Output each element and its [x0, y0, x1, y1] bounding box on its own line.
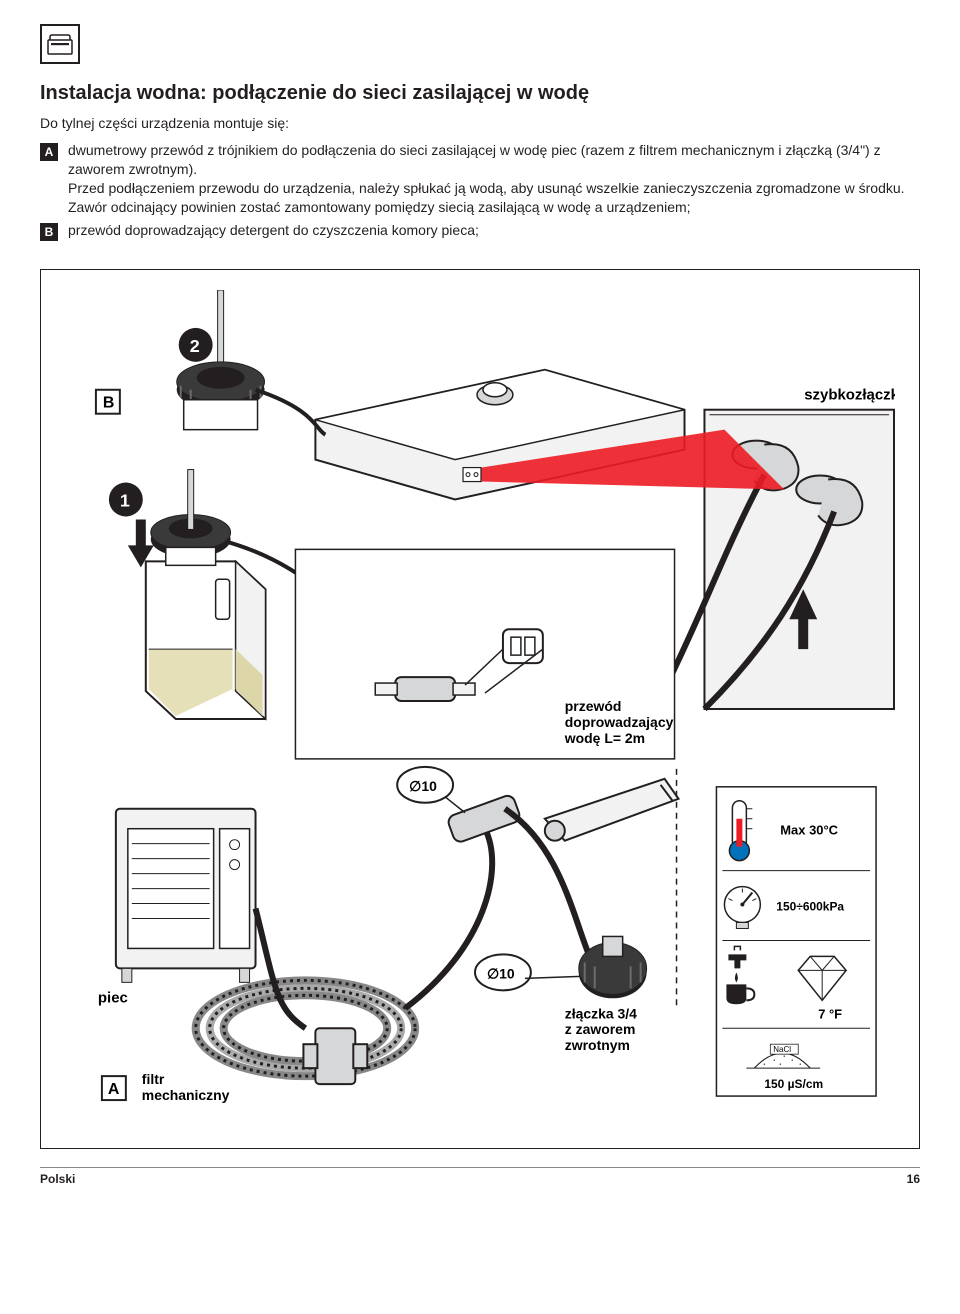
- list-item: A dwumetrowy przewód z trójnikiem do pod…: [40, 141, 920, 217]
- label-filtr1: filtr: [142, 1071, 165, 1087]
- label-przewod1: przewód: [565, 698, 622, 714]
- instruction-list: A dwumetrowy przewód z trójnikiem do pod…: [40, 141, 920, 241]
- label-zlaczka1: złączka 3/4: [565, 1005, 637, 1021]
- spec-hardness: 7 °F: [818, 1006, 842, 1021]
- page-title: Instalacja wodna: podłączenie do sieci z…: [40, 82, 920, 105]
- label-przewod3: wodę L= 2m: [564, 729, 645, 745]
- label-zlaczka2: z zaworem: [565, 1021, 636, 1037]
- badge-b: B: [40, 223, 58, 241]
- spec-pressure: 150÷600kPa: [776, 899, 844, 913]
- label-diameter-bottom: ∅10: [487, 965, 515, 981]
- page-footer: Polski 16: [40, 1167, 920, 1186]
- diagram-badge-a: A: [108, 1081, 120, 1098]
- intro-text: Do tylnej części urządzenia montuje się:: [40, 115, 920, 131]
- diagram-svg: szybkozłączka B 2: [65, 290, 895, 1128]
- list-text: przewód doprowadzający detergent do czys…: [68, 221, 920, 240]
- circle-2: 2: [190, 335, 200, 355]
- label-szybkozlaczka: szybkozłączka: [804, 386, 895, 403]
- document-category-icon: [40, 24, 80, 64]
- circle-1: 1: [120, 490, 130, 510]
- label-diameter-top: ∅10: [409, 777, 437, 793]
- label-filtr2: mechaniczny: [142, 1087, 230, 1103]
- spec-conductivity: 150 µS/cm: [764, 1077, 823, 1091]
- diagram-badge-b: B: [103, 394, 115, 411]
- spec-temp: Max 30°C: [780, 822, 838, 837]
- list-item: B przewód doprowadzający detergent do cz…: [40, 221, 920, 241]
- footer-page-number: 16: [907, 1172, 920, 1186]
- label-piec: piec: [98, 989, 128, 1006]
- label-zlaczka3: zwrotnym: [565, 1037, 630, 1053]
- badge-a: A: [40, 143, 58, 161]
- installation-diagram: szybkozłączka B 2: [40, 269, 920, 1149]
- spec-nacl: NaCl: [773, 1045, 791, 1054]
- list-text: dwumetrowy przewód z trójnikiem do podłą…: [68, 141, 920, 217]
- footer-language: Polski: [40, 1172, 75, 1186]
- label-przewod2: doprowadzający: [565, 714, 674, 730]
